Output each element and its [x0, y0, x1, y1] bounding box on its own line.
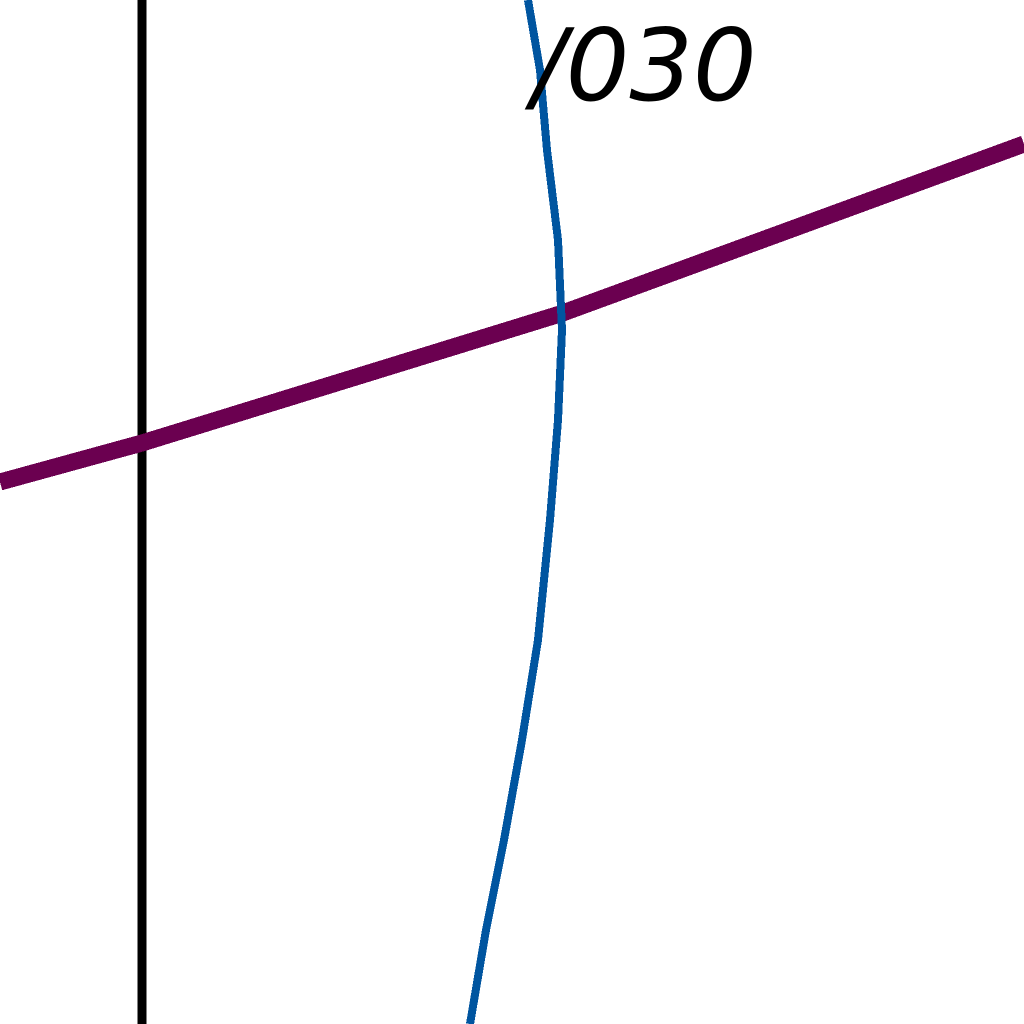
route-label: /030	[524, 7, 757, 124]
purple-road-line	[0, 136, 1024, 491]
blue-river-line	[466, 0, 567, 1024]
